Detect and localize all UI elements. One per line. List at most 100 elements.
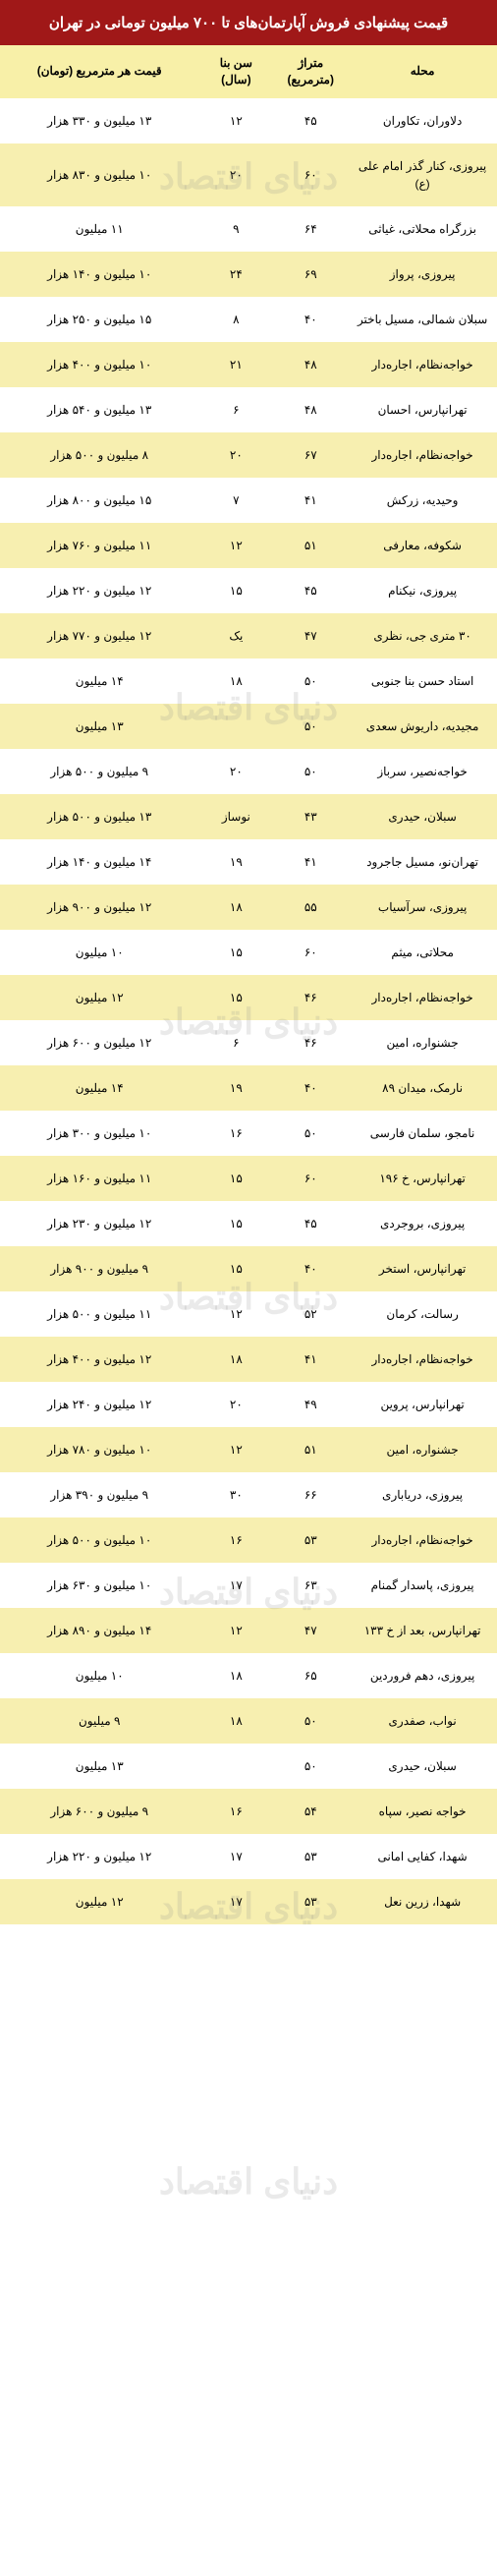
table-row: تهرانپارس، احسان۴۸۶۱۳ میلیون و ۵۴۰ هزار: [0, 387, 497, 432]
table-cell: ۱۸: [198, 1653, 273, 1698]
table-cell: پیروزی، سرآسیاب: [348, 885, 497, 930]
table-cell: ۵۰: [273, 749, 348, 794]
table-cell: وحیدیه، زرکش: [348, 478, 497, 523]
table-cell: ۱۲ میلیون: [0, 1879, 198, 1924]
table-row: نواب، صفدری۵۰۱۸۹ میلیون: [0, 1698, 497, 1744]
table-cell: ۱۵: [198, 1156, 273, 1201]
table-row: بزرگراه محلاتی، غیاثی۶۴۹۱۱ میلیون: [0, 206, 497, 252]
table-cell: ۲۰: [198, 143, 273, 206]
table-cell: ۳۰: [198, 1472, 273, 1517]
price-table: محله متراژ (مترمربع) سن بنا (سال) قیمت ه…: [0, 45, 497, 1924]
table-cell: [198, 1744, 273, 1789]
table-cell: پیروزی، پرواز: [348, 252, 497, 297]
table-row: جشنواره، امین۴۶۶۱۲ میلیون و ۶۰۰ هزار: [0, 1020, 497, 1065]
table-cell: ۶۹: [273, 252, 348, 297]
table-cell: ۹ میلیون و ۹۰۰ هزار: [0, 1246, 198, 1291]
table-cell: ۴۳: [273, 794, 348, 839]
table-cell: ۹ میلیون و ۶۰۰ هزار: [0, 1789, 198, 1834]
table-row: نارمک، میدان ۸۹۴۰۱۹۱۴ میلیون: [0, 1065, 497, 1111]
table-cell: ۱۰ میلیون و ۶۳۰ هزار: [0, 1563, 198, 1608]
table-cell: ۶: [198, 387, 273, 432]
table-cell: ۱۰ میلیون و ۸۳۰ هزار: [0, 143, 198, 206]
table-cell: ۱۱ میلیون و ۵۰۰ هزار: [0, 1291, 198, 1337]
table-cell: تهرانپارس، پروین: [348, 1382, 497, 1427]
table-cell: ۹ میلیون و ۵۰۰ هزار: [0, 749, 198, 794]
table-cell: دلاوران، تکاوران: [348, 98, 497, 143]
table-cell: ۱۵ میلیون و ۲۵۰ هزار: [0, 297, 198, 342]
table-header: محله متراژ (مترمربع) سن بنا (سال) قیمت ه…: [0, 45, 497, 98]
table-row: سبلان، حیدری۵۰۱۳ میلیون: [0, 1744, 497, 1789]
table-row: خواجه‌نظام، اجاره‌دار۴۱۱۸۱۲ میلیون و ۴۰۰…: [0, 1337, 497, 1382]
table-cell: پیروزی، دهم فروردین: [348, 1653, 497, 1698]
table-cell: ۶۷: [273, 432, 348, 478]
table-cell: ۱۲ میلیون و ۹۰۰ هزار: [0, 885, 198, 930]
table-cell: ۱۸: [198, 885, 273, 930]
table-cell: ۱۴ میلیون: [0, 1065, 198, 1111]
table-cell: ۱۲ میلیون و ۶۰۰ هزار: [0, 1020, 198, 1065]
table-cell: ۴۷: [273, 613, 348, 658]
table-cell: تهرانپارس، استخر: [348, 1246, 497, 1291]
table-row: سبلان، حیدری۴۳نوساز۱۳ میلیون و ۵۰۰ هزار: [0, 794, 497, 839]
table-cell: ۱۹: [198, 839, 273, 885]
table-cell: سبلان شمالی، مسیل باختر: [348, 297, 497, 342]
table-cell: ۱۲: [198, 523, 273, 568]
table-cell: ۵۰: [273, 658, 348, 704]
table-cell: تهرانپارس، بعد از خ ۱۳۳: [348, 1608, 497, 1653]
table-cell: ۱۸: [198, 1337, 273, 1382]
table-cell: پیروزی، پاسدار گمنام: [348, 1563, 497, 1608]
table-cell: سبلان، حیدری: [348, 1744, 497, 1789]
table-cell: ۱۶: [198, 1789, 273, 1834]
table-cell: پیروزی، دریاباری: [348, 1472, 497, 1517]
table-row: تهرانپارس، پروین۴۹۲۰۱۲ میلیون و ۲۴۰ هزار: [0, 1382, 497, 1427]
table-cell: ۵۱: [273, 1427, 348, 1472]
table-cell: ۹: [198, 206, 273, 252]
table-cell: ۴۷: [273, 1608, 348, 1653]
table-cell: تهران‌نو، مسیل جاجرود: [348, 839, 497, 885]
table-cell: مجیدیه، داریوش سعدی: [348, 704, 497, 749]
table-cell: ۴۱: [273, 1337, 348, 1382]
table-cell: نوساز: [198, 794, 273, 839]
table-cell: ۱۱ میلیون و ۷۶۰ هزار: [0, 523, 198, 568]
table-cell: ۱۸: [198, 1698, 273, 1744]
table-row: خواجه‌نظام، اجاره‌دار۴۶۱۵۱۲ میلیون: [0, 975, 497, 1020]
table-cell: ۱۲ میلیون و ۴۰۰ هزار: [0, 1337, 198, 1382]
table-cell: ۵۳: [273, 1879, 348, 1924]
table-cell: پیروزی، نیکنام: [348, 568, 497, 613]
table-cell: ۱۳ میلیون: [0, 1744, 198, 1789]
table-cell: جشنواره، امین: [348, 1427, 497, 1472]
table-cell: ۱۵: [198, 1246, 273, 1291]
table-row: دلاوران، تکاوران۴۵۱۲۱۳ میلیون و ۳۳۰ هزار: [0, 98, 497, 143]
table-cell: ۱۴ میلیون و ۱۴۰ هزار: [0, 839, 198, 885]
table-cell: ۴۱: [273, 478, 348, 523]
table-cell: ۴۵: [273, 1201, 348, 1246]
table-cell: ۶۰: [273, 1156, 348, 1201]
table-cell: ۱۸: [198, 658, 273, 704]
table-row: تهرانپارس، خ ۱۹۶۶۰۱۵۱۱ میلیون و ۱۶۰ هزار: [0, 1156, 497, 1201]
table-cell: بزرگراه محلاتی، غیاثی: [348, 206, 497, 252]
table-cell: ۲۱: [198, 342, 273, 387]
table-row: شهدا، کفایی امانی۵۳۱۷۱۲ میلیون و ۲۲۰ هزا…: [0, 1834, 497, 1879]
table-cell: ۶۳: [273, 1563, 348, 1608]
table-row: پیروزی، دریاباری۶۶۳۰۹ میلیون و ۳۹۰ هزار: [0, 1472, 497, 1517]
col-neighborhood: محله: [348, 45, 497, 98]
table-cell: ۱۲: [198, 1427, 273, 1472]
table-cell: ۵۰: [273, 1111, 348, 1156]
table-cell: ۱۷: [198, 1879, 273, 1924]
table-cell: تهرانپارس، احسان: [348, 387, 497, 432]
table-cell: ۱۵ میلیون و ۸۰۰ هزار: [0, 478, 198, 523]
table-row: خواجه‌نظام، اجاره‌دار۴۸۲۱۱۰ میلیون و ۴۰۰…: [0, 342, 497, 387]
table-cell: خواجه‌نصیر، سرباز: [348, 749, 497, 794]
table-cell: ۴۸: [273, 387, 348, 432]
table-cell: ۱۳ میلیون و ۵۰۰ هزار: [0, 794, 198, 839]
table-cell: [198, 704, 273, 749]
table-cell: ۱۷: [198, 1834, 273, 1879]
table-cell: ۱۵: [198, 930, 273, 975]
table-cell: جشنواره، امین: [348, 1020, 497, 1065]
table-row: استاد حسن بنا جنوبی۵۰۱۸۱۴ میلیون: [0, 658, 497, 704]
table-cell: ۱۰ میلیون و ۷۸۰ هزار: [0, 1427, 198, 1472]
table-cell: ۸: [198, 297, 273, 342]
table-cell: پیروزی، بروجردی: [348, 1201, 497, 1246]
table-row: محلاتی، میثم۶۰۱۵۱۰ میلیون: [0, 930, 497, 975]
table-cell: ۵۰: [273, 704, 348, 749]
table-cell: ۱۵: [198, 568, 273, 613]
